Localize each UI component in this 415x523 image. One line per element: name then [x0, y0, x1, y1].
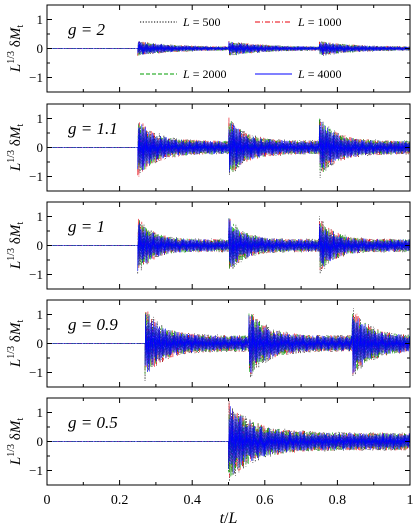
y-axis-label: L1/3 δMt [6, 320, 26, 368]
y-tick-label: 0 [37, 434, 44, 449]
y-axis-label: L1/3 δMt [6, 25, 26, 73]
x-tick-label: 0.2 [111, 493, 129, 508]
y-axis-label: L1/3 δMt [6, 124, 26, 172]
y-tick-label: 1 [37, 12, 44, 27]
series-l4000 [47, 41, 410, 55]
plot-area [47, 40, 410, 57]
y-tick-label: −1 [29, 365, 43, 380]
y-tick-label: 1 [37, 405, 44, 420]
panel-1: −1 0 1 g = 2 L1/3 δMt L = 500 L = 1000 L = 2000… [6, 4, 411, 93]
series-l4000 [47, 122, 410, 172]
panel-2: −1 0 1 g = 1.1 L1/3 δMt [6, 103, 411, 192]
y-tick-label: 0 [37, 336, 44, 351]
x-tick-label: 0.8 [329, 493, 347, 508]
legend-label: L = 500 [182, 15, 220, 29]
plot-area [47, 216, 410, 275]
y-tick-label: 0 [37, 41, 44, 56]
y-tick-label: 1 [37, 209, 44, 224]
y-tick-label: −1 [29, 267, 43, 282]
x-axis-label: t/L [220, 510, 238, 523]
y-tick-label: −1 [29, 70, 43, 85]
plot-area [47, 117, 410, 179]
panel-3: −1 0 1 g = 1 L1/3 δMt [6, 201, 411, 290]
x-tick-label: 0 [44, 493, 51, 508]
x-tick-label: 0.4 [183, 493, 201, 508]
y-tick-label: −1 [29, 463, 43, 478]
legend-label: L = 4000 [297, 67, 341, 81]
panel-annotation: g = 0.9 [68, 315, 118, 334]
panel-annotation: g = 1.1 [68, 119, 118, 138]
legend-label: L = 1000 [297, 15, 341, 29]
y-tick-label: 0 [37, 140, 44, 155]
series-l4000 [47, 314, 410, 374]
y-tick-label: −1 [29, 169, 43, 184]
panel-annotation: g = 2 [68, 20, 105, 39]
x-tick-label: 0.6 [256, 493, 274, 508]
plot-area [47, 401, 410, 482]
panel-annotation: g = 1 [68, 217, 105, 236]
series-l4000 [47, 406, 410, 474]
panel-annotation: g = 0.5 [68, 413, 118, 432]
series-l4000 [47, 218, 410, 272]
y-axis-label: L1/3 δMt [6, 222, 26, 270]
panel-4: −1 0 1 g = 0.9 L1/3 δMt [6, 299, 411, 388]
y-tick-label: 0 [37, 238, 44, 253]
plot-area [47, 308, 410, 381]
y-tick-label: 1 [37, 307, 44, 322]
x-tick-label: 1 [407, 493, 414, 508]
legend-label: L = 2000 [182, 67, 226, 81]
legend: L = 500 L = 1000 L = 2000 L = 4000 [140, 15, 341, 81]
y-axis-label: L1/3 δMt [6, 418, 26, 466]
y-tick-label: 1 [37, 111, 44, 126]
